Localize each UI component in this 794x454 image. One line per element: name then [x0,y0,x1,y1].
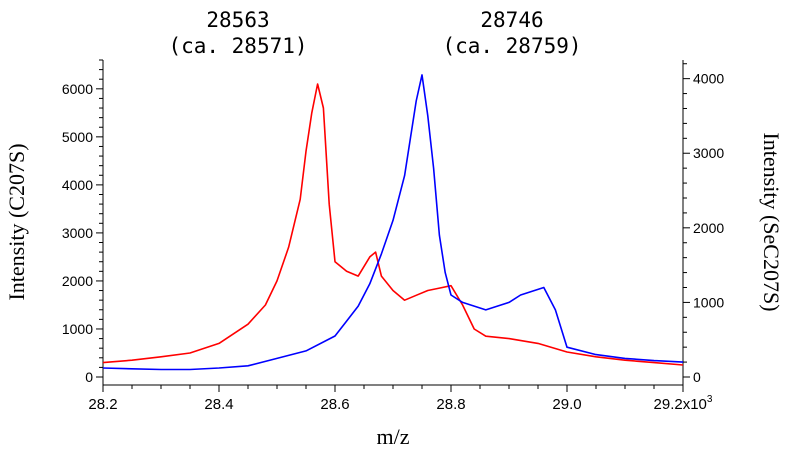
right-y-tick-label: 2000 [693,220,724,236]
x-tick-label: 28.8 [436,396,465,413]
right-y-tick-label: 4000 [693,71,724,87]
left-y-axis-title: Intensity (C207S) [4,143,29,300]
x-tick-label: 28.6 [320,396,349,413]
series-2-line [102,74,684,371]
peak-label-1-mass: 28563 [206,8,269,32]
left-y-tick-label: 6000 [62,81,93,97]
peak-label-2-mass: 28746 [480,8,543,32]
right-y-tick-label: 1000 [693,294,724,310]
left-y-tick-label: 1000 [62,321,93,337]
left-y-tick-label: 2000 [62,273,93,289]
x-axis-title: m/z [377,424,410,449]
series-1-line [102,83,684,366]
right-y-axis-title: Intensity (SeC207S) [759,132,784,311]
peak-label-2-approx: (ca. 28759) [442,34,581,58]
x-axis-exponent: 3 [707,394,713,405]
x-tick-label: 29.2x103 [654,394,713,413]
peak-label-1-approx: (ca. 28571) [168,34,307,58]
right-y-tick-label: 3000 [693,145,724,161]
left-y-tick-label: 0 [85,369,93,385]
x-tick-label: 28.2 [88,396,117,413]
left-y-tick-label: 3000 [62,225,93,241]
x-tick-label: 29.0 [552,396,581,413]
plot-area [102,74,684,371]
right-y-tick-label: 0 [693,369,701,385]
axis-ticks: 28.2 28.4 28.6 28.8 29.0 29.2x103 0 1000 2000 300… [62,59,724,413]
left-y-tick-label: 5000 [62,129,93,145]
left-y-tick-label: 4000 [62,177,93,193]
x-tick-label: 28.4 [204,396,233,413]
